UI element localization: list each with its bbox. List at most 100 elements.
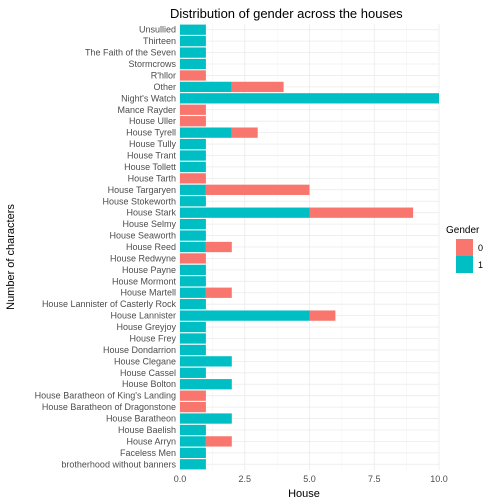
bar-1 xyxy=(180,150,206,161)
bar-1 xyxy=(180,138,206,150)
y-tick-label: R'hllor xyxy=(151,70,176,80)
bar-1 xyxy=(180,310,310,321)
y-tick-label: Night's Watch xyxy=(121,93,176,103)
y-axis-title: Number of characters xyxy=(5,204,17,310)
y-tick-label: House Arryn xyxy=(126,436,176,446)
legend-label-0: 0 xyxy=(478,243,483,253)
bar-0 xyxy=(180,116,206,127)
bar-0 xyxy=(205,184,310,195)
bar-1 xyxy=(180,333,206,344)
y-tick-label: House Stark xyxy=(126,208,176,218)
y-tick-label: House Lannister xyxy=(110,311,176,321)
y-tick-label: House Cassel xyxy=(120,368,176,378)
bar-0 xyxy=(309,207,414,218)
bar-0 xyxy=(231,127,258,138)
bar-1 xyxy=(180,127,232,138)
y-tick-label: House Redwyne xyxy=(110,253,176,263)
x-tick-label: 2.5 xyxy=(238,474,251,484)
bar-0 xyxy=(180,173,206,184)
bar-1 xyxy=(180,424,206,436)
bar-1 xyxy=(180,287,206,298)
y-tick-label: House Reed xyxy=(126,242,176,252)
y-tick-label: House Martell xyxy=(120,288,176,298)
y-tick-label: Stormcrows xyxy=(128,59,176,69)
bar-0 xyxy=(180,104,206,115)
bar-0 xyxy=(205,287,232,298)
bar-1 xyxy=(180,184,206,195)
bar-1 xyxy=(180,321,206,333)
bar-1 xyxy=(180,81,232,93)
bar-0 xyxy=(231,81,284,93)
bar-0 xyxy=(309,310,336,321)
bar-1 xyxy=(180,36,206,47)
bar-0 xyxy=(180,70,206,81)
y-tick-label: House Greyjoy xyxy=(116,322,176,332)
bar-1 xyxy=(180,276,206,287)
y-tick-label: House Uller xyxy=(129,116,176,126)
bar-1 xyxy=(180,459,206,470)
y-tick-label: House Tyrell xyxy=(126,128,176,138)
legend-label-1: 1 xyxy=(478,260,483,270)
bar-1 xyxy=(180,207,310,218)
x-tick-label: 10.0 xyxy=(430,474,448,484)
bar-1 xyxy=(180,436,206,447)
bar-1 xyxy=(180,356,232,367)
bar-1 xyxy=(180,47,206,58)
x-tick-labels: 0.0 2.5 5.0 7.5 10.0 xyxy=(174,474,448,484)
y-tick-label: House Tully xyxy=(129,139,177,149)
y-tick-label: Mance Rayder xyxy=(117,105,176,115)
legend-key-0 xyxy=(456,239,473,256)
bar-0 xyxy=(205,436,232,447)
x-tick-label: 5.0 xyxy=(303,474,316,484)
y-tick-label: House Lannister of Casterly Rock xyxy=(42,299,177,309)
y-tick-label: House Bolton xyxy=(122,379,176,389)
y-tick-label: House Payne xyxy=(122,265,176,275)
y-tick-label: House Mormont xyxy=(112,276,177,286)
y-tick-label: House Baratheon of Dragonstone xyxy=(42,402,176,412)
bar-1 xyxy=(180,447,206,458)
y-tick-label: House Targaryen xyxy=(108,185,176,195)
y-tick-label: House Frey xyxy=(129,333,176,343)
bar-1 xyxy=(180,218,206,230)
bar-1 xyxy=(180,264,206,276)
bar-1 xyxy=(180,379,232,390)
x-axis-title: House xyxy=(288,488,320,500)
bar-0 xyxy=(180,390,206,401)
y-tick-label: Faceless Men xyxy=(120,448,176,458)
bar-1 xyxy=(180,230,206,241)
bar-0 xyxy=(180,253,206,264)
legend: Gender 0 1 xyxy=(446,225,483,273)
bar-1 xyxy=(180,367,206,378)
y-tick-label: House Clegane xyxy=(114,356,176,366)
y-tick-label: Other xyxy=(153,82,176,92)
bar-1 xyxy=(180,196,206,207)
legend-title: Gender xyxy=(446,225,480,236)
bar-1 xyxy=(180,413,232,424)
y-tick-label: brotherhood without banners xyxy=(61,459,176,469)
y-tick-label: House Baratheon of King's Landing xyxy=(35,391,176,401)
bar-1 xyxy=(180,93,439,104)
bar-0 xyxy=(180,401,206,413)
y-tick-label: House Baelish xyxy=(118,425,176,435)
bar-1 xyxy=(180,344,206,356)
y-tick-label: House Trant xyxy=(127,151,177,161)
y-tick-label: House Stokeworth xyxy=(102,196,176,206)
y-tick-label: House Seaworth xyxy=(109,231,176,241)
bar-1 xyxy=(180,299,206,310)
y-tick-label: Unsullied xyxy=(139,25,176,35)
y-tick-label: The Faith of the Seven xyxy=(85,48,176,58)
bar-1 xyxy=(180,24,206,35)
y-tick-label: House Tarth xyxy=(128,173,176,183)
y-tick-label: House Dondarrion xyxy=(103,345,176,355)
bars-group xyxy=(180,24,439,470)
bar-0 xyxy=(205,241,232,253)
bar-1 xyxy=(180,241,206,253)
bar-1 xyxy=(180,58,206,70)
x-tick-label: 7.5 xyxy=(368,474,381,484)
chart-title: Distribution of gender across the houses xyxy=(170,6,403,21)
y-tick-label: House Tollett xyxy=(124,162,176,172)
y-tick-label: Thirteen xyxy=(143,36,176,46)
bar-1 xyxy=(180,161,206,173)
